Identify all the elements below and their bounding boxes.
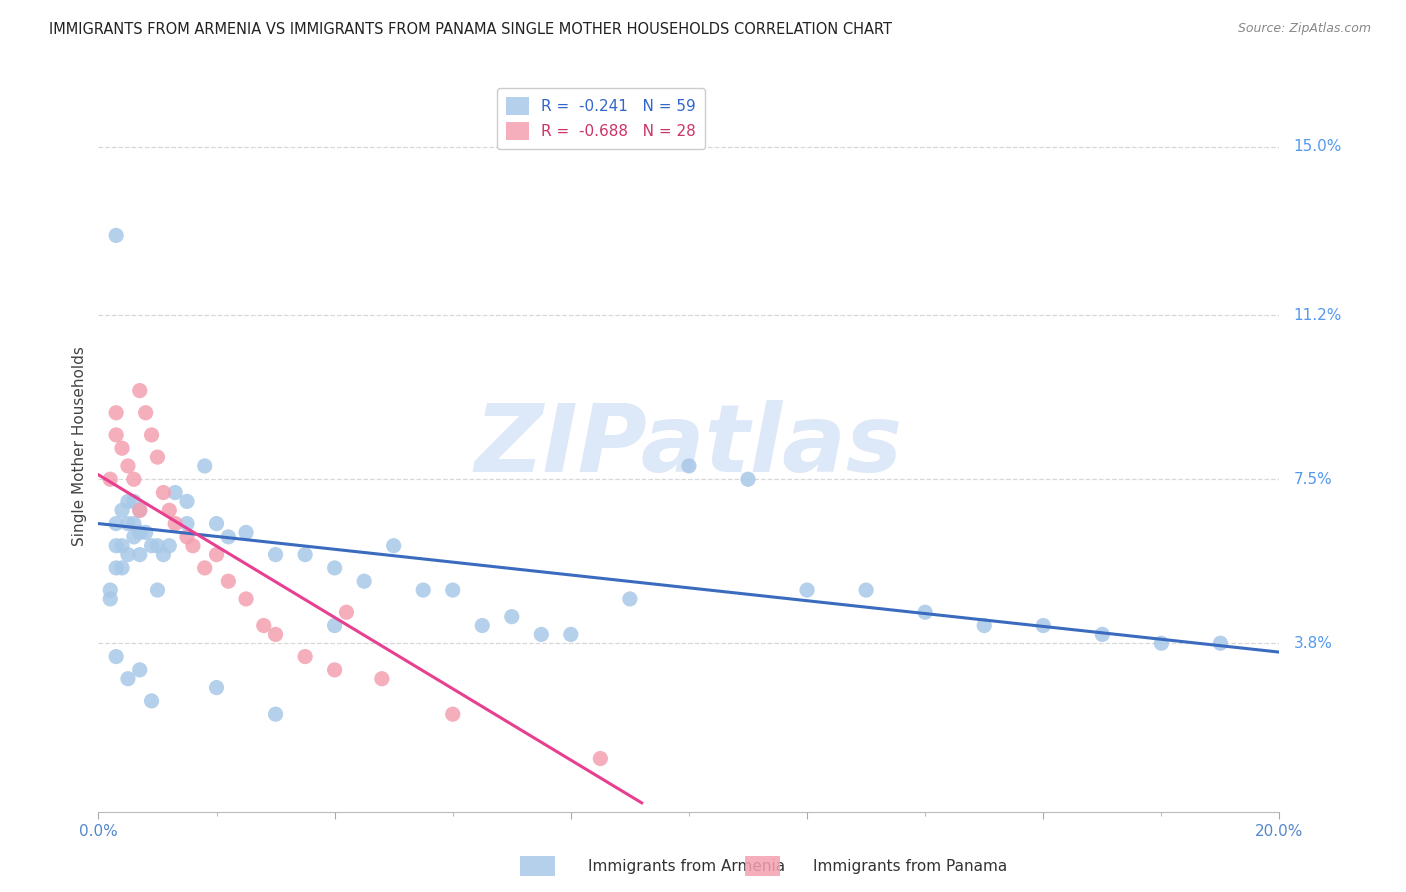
Point	[105, 516, 128, 531]
Point	[105, 539, 128, 553]
Point	[122, 494, 145, 508]
Point	[105, 649, 128, 664]
Text: Immigrants from Panama: Immigrants from Panama	[813, 859, 1007, 873]
Point	[471, 618, 494, 632]
Point	[235, 525, 257, 540]
Point	[205, 681, 228, 695]
Point	[176, 516, 198, 531]
Point	[122, 516, 145, 531]
Text: ZIPatlas: ZIPatlas	[475, 400, 903, 492]
Point	[152, 548, 174, 562]
Point	[181, 539, 204, 553]
Text: IMMIGRANTS FROM ARMENIA VS IMMIGRANTS FROM PANAMA SINGLE MOTHER HOUSEHOLDS CORRE: IMMIGRANTS FROM ARMENIA VS IMMIGRANTS FR…	[49, 22, 893, 37]
Point	[122, 530, 145, 544]
Point	[105, 561, 128, 575]
Point	[501, 609, 523, 624]
Point	[253, 618, 276, 632]
Point	[264, 627, 287, 641]
Point	[323, 618, 346, 632]
Point	[1209, 636, 1232, 650]
Point	[157, 539, 180, 553]
Point	[194, 458, 217, 473]
Point	[157, 503, 180, 517]
Point	[117, 458, 139, 473]
Point	[98, 472, 121, 486]
Point	[105, 428, 128, 442]
Point	[264, 707, 287, 722]
Point	[105, 228, 128, 243]
Point	[111, 441, 134, 455]
Point	[294, 649, 316, 664]
Point	[135, 525, 157, 540]
Point	[117, 494, 139, 508]
Point	[165, 516, 187, 531]
Point	[105, 406, 128, 420]
Point	[165, 485, 187, 500]
Point	[323, 663, 346, 677]
Point	[217, 530, 239, 544]
Point	[737, 472, 759, 486]
Point	[205, 548, 228, 562]
Text: Immigrants from Armenia: Immigrants from Armenia	[588, 859, 785, 873]
Point	[128, 663, 150, 677]
Point	[235, 591, 257, 606]
Point	[1150, 636, 1173, 650]
Point	[141, 428, 163, 442]
Point	[117, 548, 139, 562]
Text: 3.8%: 3.8%	[1294, 636, 1333, 651]
Point	[152, 485, 174, 500]
Point	[371, 672, 394, 686]
Point	[146, 583, 169, 598]
Point	[117, 672, 139, 686]
Point	[441, 707, 464, 722]
Text: 15.0%: 15.0%	[1294, 139, 1341, 154]
Point	[194, 561, 217, 575]
Point	[973, 618, 995, 632]
Point	[914, 605, 936, 619]
Point	[323, 561, 346, 575]
Text: Source: ZipAtlas.com: Source: ZipAtlas.com	[1237, 22, 1371, 36]
Point	[117, 516, 139, 531]
Point	[353, 574, 375, 589]
Point	[111, 561, 134, 575]
Point	[619, 591, 641, 606]
Point	[176, 530, 198, 544]
Point	[135, 406, 157, 420]
Point	[796, 583, 818, 598]
Point	[217, 574, 239, 589]
Point	[146, 450, 169, 464]
Point	[205, 516, 228, 531]
Point	[1032, 618, 1054, 632]
Point	[530, 627, 553, 641]
Point	[176, 494, 198, 508]
Text: 7.5%: 7.5%	[1294, 472, 1331, 487]
Point	[294, 548, 316, 562]
Point	[589, 751, 612, 765]
Point	[128, 384, 150, 398]
Point	[98, 583, 121, 598]
Point	[382, 539, 405, 553]
Y-axis label: Single Mother Households: Single Mother Households	[72, 346, 87, 546]
Point	[1091, 627, 1114, 641]
Point	[264, 548, 287, 562]
Point	[111, 503, 134, 517]
Point	[412, 583, 434, 598]
Point	[855, 583, 877, 598]
Point	[441, 583, 464, 598]
Point	[141, 539, 163, 553]
Point	[146, 539, 169, 553]
Point	[560, 627, 582, 641]
Point	[128, 525, 150, 540]
Text: 11.2%: 11.2%	[1294, 308, 1341, 323]
Legend: R =  -0.241   N = 59, R =  -0.688   N = 28: R = -0.241 N = 59, R = -0.688 N = 28	[496, 88, 704, 149]
Point	[98, 591, 121, 606]
Point	[128, 548, 150, 562]
Point	[678, 458, 700, 473]
Point	[111, 539, 134, 553]
Point	[128, 503, 150, 517]
Point	[128, 503, 150, 517]
Point	[122, 472, 145, 486]
Point	[335, 605, 357, 619]
Point	[141, 694, 163, 708]
